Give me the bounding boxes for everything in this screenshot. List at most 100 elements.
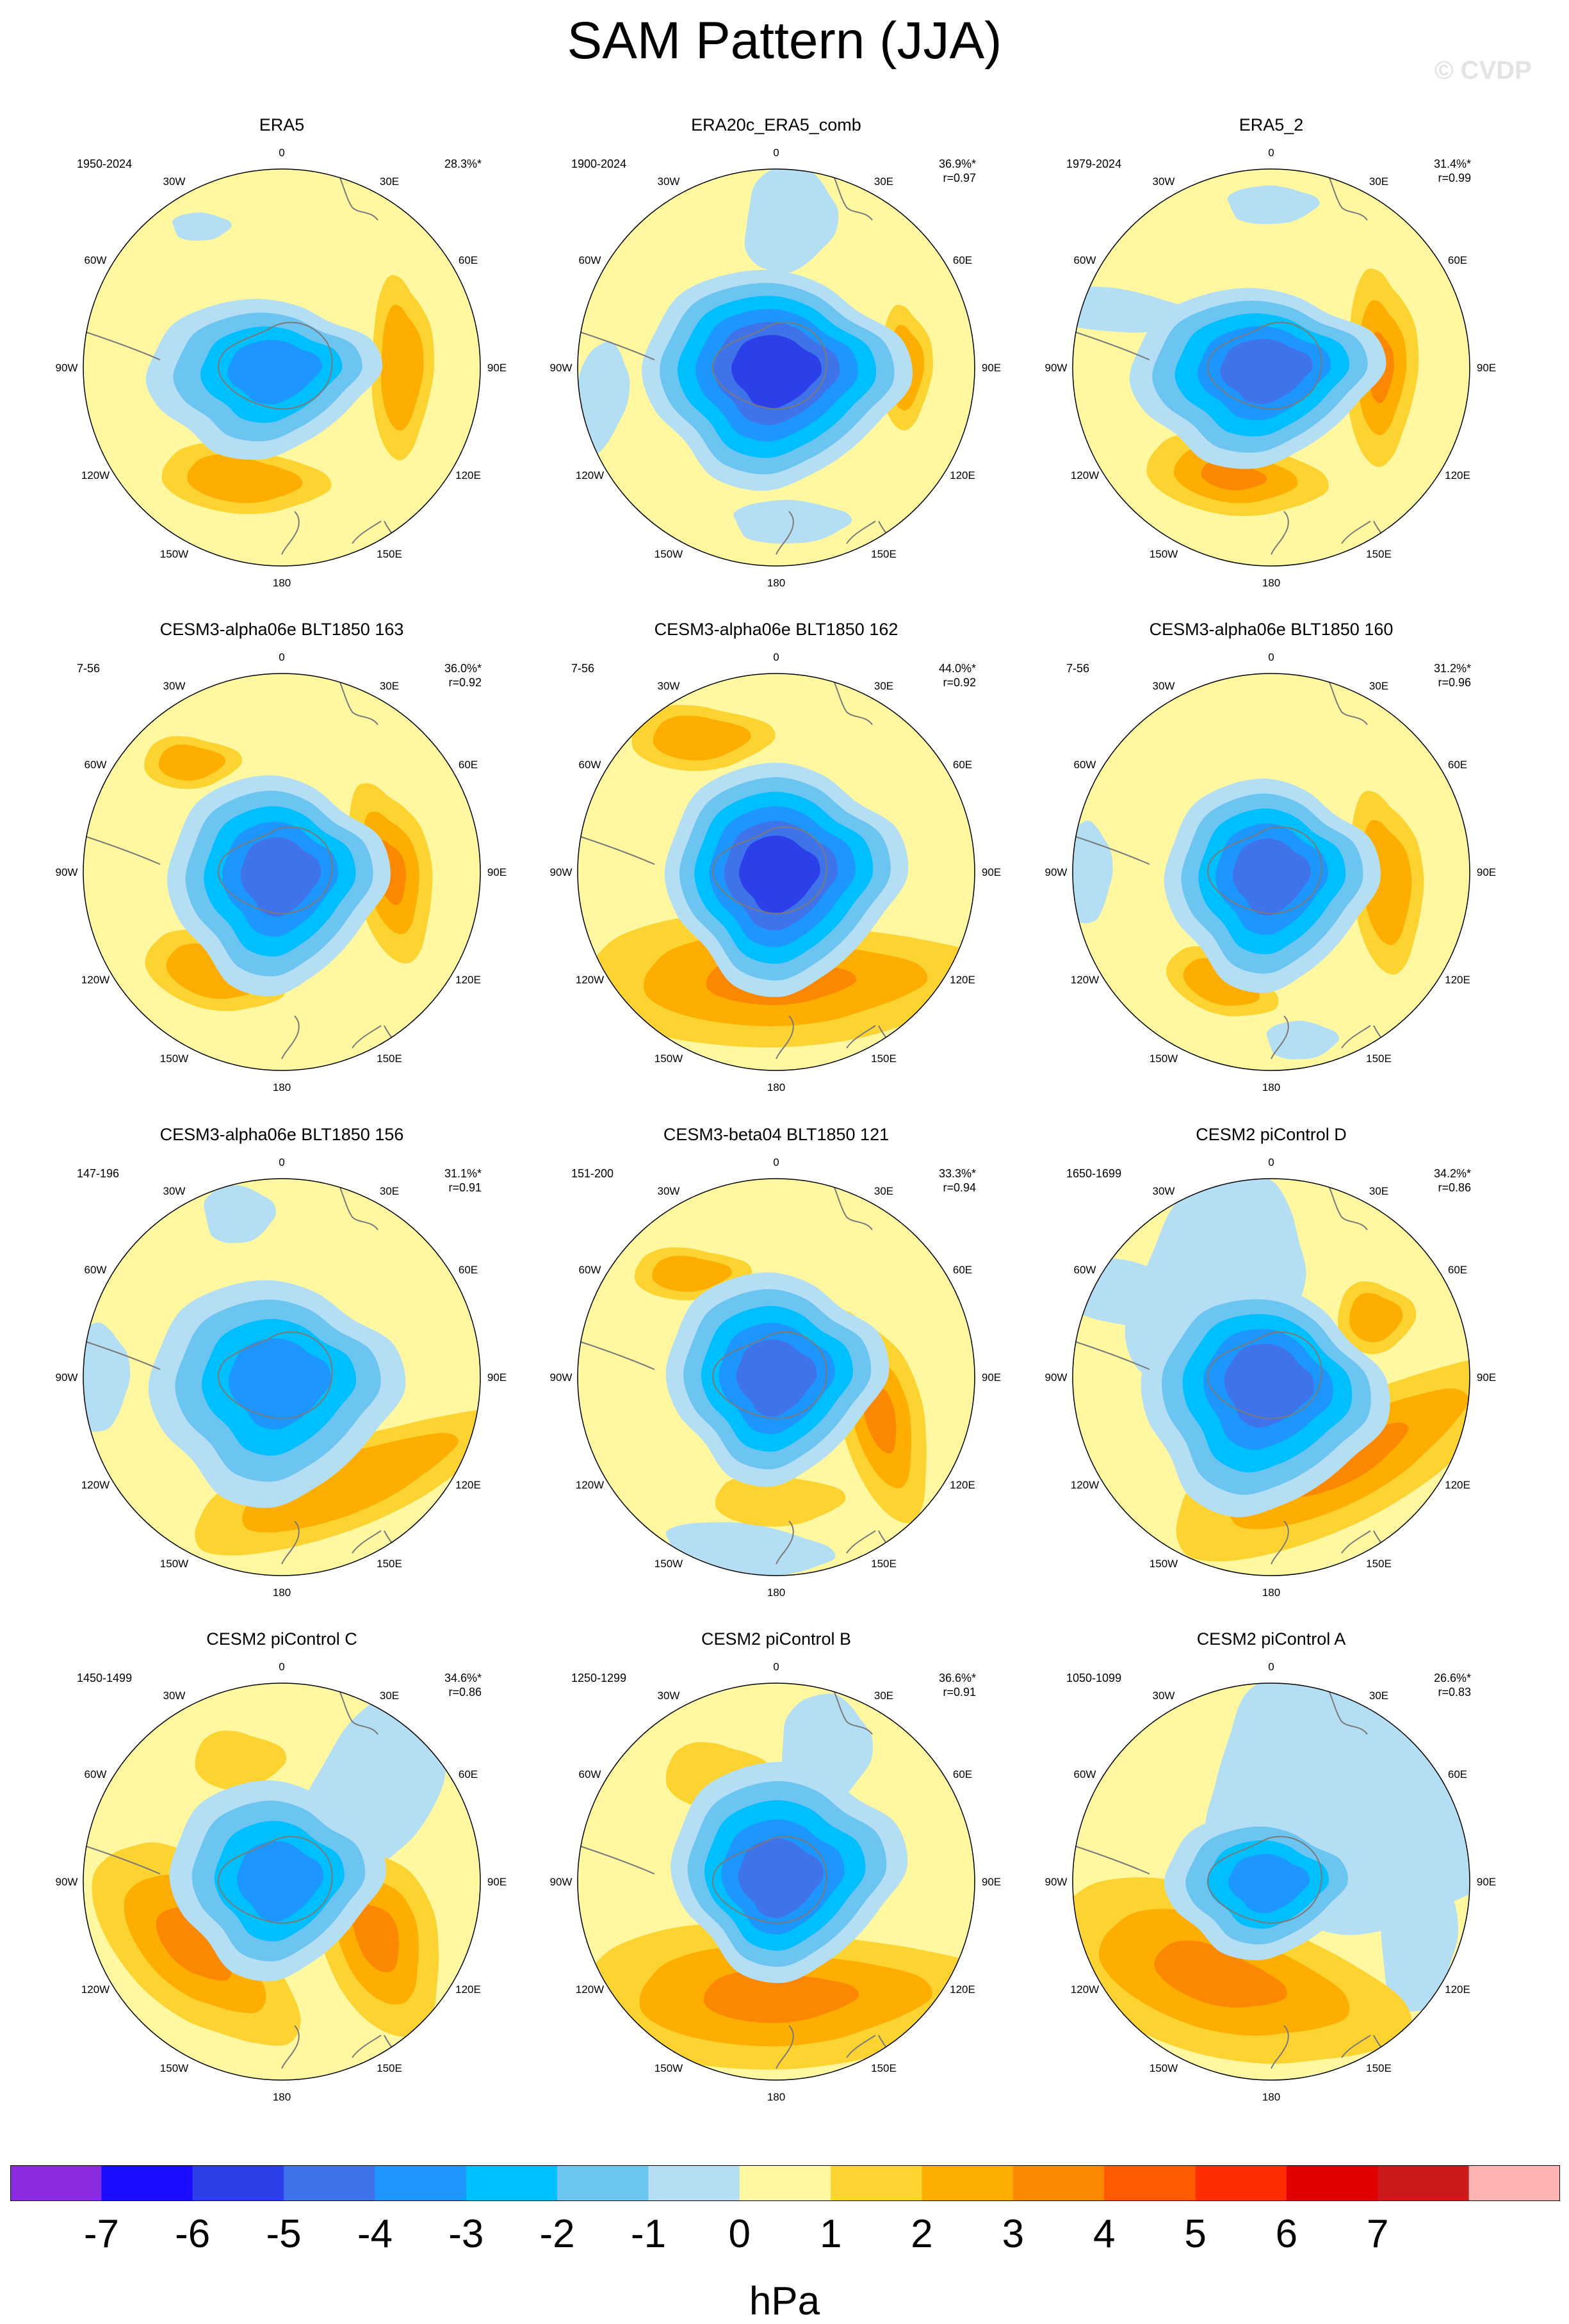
longitude-label: 0 [279,651,284,663]
panel-pattern-correlation: r=0.91 [448,1181,482,1194]
longitude-label: 180 [767,1586,785,1599]
longitude-label: 60E [953,1768,972,1780]
colorbar-tick-label: 0 [729,2212,751,2256]
longitude-label: 30E [380,1690,399,1702]
longitude-label: 90W [1045,362,1068,374]
longitude-label: 90E [1477,866,1496,878]
positive-anomaly-contour [1154,1941,1287,2008]
negative-anomaly-contour [738,1838,824,1918]
longitude-label: 150W [160,1053,188,1065]
colorbar-swatch [375,2165,467,2201]
colorbar-tick-label: -5 [266,2212,302,2256]
map-frame [577,673,975,1071]
longitude-label: 90E [1477,362,1496,374]
longitude-label: 60W [1074,1768,1096,1780]
negative-anomaly-region [204,1185,277,1243]
new-zealand-outline [776,1521,794,1565]
panel-1: ERA5 1950-2024 28.3%* 0 30E 60E 90E 120E 150E 180… [56,115,507,589]
longitude-label: 30E [1369,175,1388,188]
longitude-label: 120E [1445,469,1470,481]
longitude-label: 120E [950,1479,975,1491]
negative-anomaly-contour [731,335,822,409]
positive-anomaly-contour [1183,958,1260,1006]
longitude-label: 30W [163,1690,186,1702]
colorbar-swatch [1286,2165,1378,2201]
longitude-label: 150W [1150,1053,1178,1065]
panel-7: CESM3-alpha06e BLT1850 156 147-196 31.1%*r… [56,1125,507,1599]
longitude-label: 60E [459,254,478,266]
colorbar-tick-label: 2 [911,2212,932,2256]
map-frame [1072,168,1470,567]
longitude-label: 60W [579,1768,601,1780]
south-america-outline [1075,1846,1150,1875]
negative-anomaly-contour [1224,1343,1314,1428]
panel-explained-variance: 34.6%* [444,1672,482,1684]
negative-anomaly-contour [736,1339,817,1417]
longitude-label: 30W [1153,1690,1175,1702]
map-frame [1072,673,1470,1071]
longitude-label: 60W [579,1264,601,1276]
positive-anomaly-contour [652,1255,732,1292]
longitude-label: 90E [1477,1876,1496,1888]
panel-title: CESM3-alpha06e BLT1850 162 [654,620,898,639]
new-zealand-outline [281,511,300,555]
south-america-outline [86,1341,161,1370]
antarctica-outline [218,321,333,410]
colorbar-swatch [831,2165,923,2201]
panel-years: 1979-2024 [1066,157,1121,170]
sam-map [1073,674,1470,1070]
panel-years: 1050-1099 [1066,1672,1121,1684]
longitude-label: 90W [56,866,78,878]
panel-title: CESM2 piControl C [206,1629,357,1649]
longitude-label: 120W [81,1479,110,1491]
longitude-label: 180 [1262,2091,1280,2103]
panel-pattern-correlation: r=0.94 [943,1181,976,1194]
antarctica-outline [1207,1331,1322,1419]
colorbar-swatch [739,2165,831,2201]
south-america-outline [580,1341,655,1370]
panel-explained-variance: 28.3%* [444,157,482,170]
sam-map [578,169,975,566]
panel-4: CESM3-alpha06e BLT1850 163 7-56 36.0%*r=0.… [56,620,507,1093]
colorbar-tick-label: 1 [820,2212,841,2256]
africa-outline [336,169,378,221]
longitude-label: 60E [953,759,972,771]
panel-years: 1950-2024 [77,157,132,170]
positive-anomaly-contour [195,1731,287,1791]
panel-explained-variance: 36.0%* [444,662,482,675]
sam-map [1073,1683,1470,2080]
longitude-label: 90W [1045,1371,1068,1384]
africa-outline [830,1179,873,1231]
longitude-label: 120E [455,974,481,986]
panel-years: 7-56 [571,662,594,675]
panel-explained-variance: 31.1%* [444,1167,482,1180]
longitude-label: 60W [1074,254,1096,266]
antarctica-outline [1207,321,1322,410]
longitude-label: 0 [773,1156,779,1168]
map-frame [83,168,481,567]
longitude-label: 30E [380,175,399,188]
africa-outline [1325,169,1368,221]
panel-explained-variance: 26.6%* [1434,1672,1471,1684]
panel-11: CESM2 piControl B 1250-1299 36.6%* r=0.91 0 3… [550,1629,1002,2103]
longitude-label: 30E [874,680,893,692]
colorbar-tick-label: 4 [1093,2212,1115,2256]
panel-title: CESM3-alpha06e BLT1850 163 [160,620,404,639]
longitude-label: 150W [654,548,683,560]
longitude-label: 180 [767,577,785,589]
longitude-label: 180 [273,1081,291,1093]
longitude-label: 60W [1074,759,1096,771]
colorbar-tick-label: 6 [1276,2212,1297,2256]
longitude-label: 150W [654,1558,683,1570]
longitude-label: 150E [377,2062,402,2074]
panel-years: 1250-1299 [571,1672,626,1684]
new-zealand-outline [1271,511,1289,555]
antarctica-outline [218,1836,333,1924]
longitude-label: 120E [455,469,481,481]
positive-anomaly-contour [187,454,303,503]
longitude-label: 90E [982,866,1001,878]
new-zealand-outline [281,1521,300,1565]
longitude-label: 120E [950,469,975,481]
longitude-label: 0 [279,147,284,159]
map-frame [577,1682,975,2081]
